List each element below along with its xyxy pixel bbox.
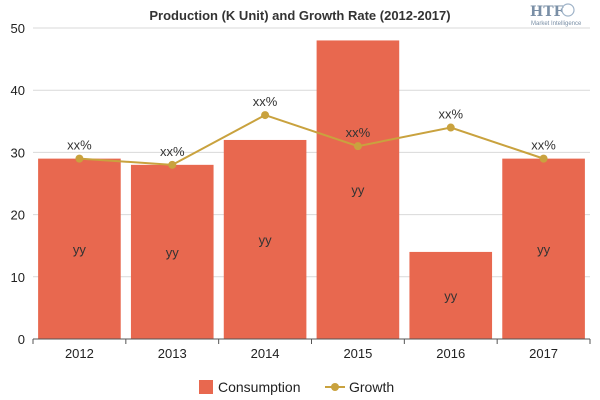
bar-data-label: yy	[351, 183, 365, 198]
x-tick-label: 2015	[343, 346, 372, 361]
y-tick-label: 20	[11, 208, 25, 223]
growth-data-label: xx%	[346, 125, 371, 140]
y-tick-label: 30	[11, 145, 25, 160]
watermark-logo: HTF Market Intelligence	[530, 3, 582, 27]
growth-data-label: xx%	[160, 144, 185, 159]
y-tick-label: 50	[11, 21, 25, 36]
bar-2014[interactable]	[223, 139, 307, 339]
x-tick-label: 2013	[158, 346, 187, 361]
legend-label-consumption[interactable]: Consumption	[218, 379, 301, 395]
growth-point-2014[interactable]	[261, 111, 270, 120]
gridlines	[33, 27, 590, 278]
globe-icon	[561, 3, 575, 17]
growth-data-label: xx%	[67, 138, 92, 153]
line-series: xx% xx% xx% xx% xx% xx%	[67, 94, 556, 169]
growth-point-2017[interactable]	[539, 154, 548, 163]
growth-point-2013[interactable]	[168, 160, 177, 169]
bar-2012[interactable]	[38, 158, 121, 339]
legend-label-growth[interactable]: Growth	[349, 379, 394, 395]
x-tick-label: 2017	[529, 346, 558, 361]
x-tick-label: 2012	[65, 346, 94, 361]
growth-point-2012[interactable]	[75, 154, 84, 163]
growth-data-label: xx%	[531, 138, 556, 153]
logo-mark: HTF	[530, 4, 564, 20]
legend-swatch-growth-dot[interactable]	[331, 383, 339, 391]
y-tick-label: 0	[18, 332, 25, 347]
y-tick-label: 10	[11, 270, 25, 285]
bar-2017[interactable]	[502, 158, 585, 339]
bar-2015[interactable]	[316, 40, 400, 339]
bar-labels: yy yy yy yy yy yy	[73, 183, 551, 304]
bar-data-label: yy	[166, 245, 180, 260]
growth-point-2015[interactable]	[353, 142, 362, 151]
y-axis-ticks: 0 10 20 30 40 50	[11, 21, 25, 347]
logo-subtitle: Market Intelligence	[531, 21, 582, 27]
growth-data-label: xx%	[253, 94, 278, 109]
x-axis-ticks: 2012 2013 2014 2015 2016 2017	[32, 339, 591, 361]
bar-data-label: yy	[444, 288, 458, 303]
y-tick-label: 40	[11, 83, 25, 98]
bar-series	[38, 40, 585, 339]
growth-line[interactable]	[79, 113, 544, 166]
legend-swatch-consumption[interactable]	[199, 380, 213, 394]
x-tick-label: 2016	[436, 346, 465, 361]
legend: Consumption Growth	[199, 379, 394, 395]
bar-2016[interactable]	[409, 251, 493, 339]
bar-data-label: yy	[73, 242, 87, 257]
growth-point-2016[interactable]	[446, 123, 455, 132]
x-tick-label: 2014	[251, 346, 280, 361]
bar-2013[interactable]	[130, 164, 214, 339]
growth-data-label: xx%	[438, 107, 463, 122]
bar-data-label: yy	[537, 242, 551, 257]
bar-data-label: yy	[259, 232, 273, 247]
chart-title: Production (K Unit) and Growth Rate (201…	[149, 8, 450, 23]
